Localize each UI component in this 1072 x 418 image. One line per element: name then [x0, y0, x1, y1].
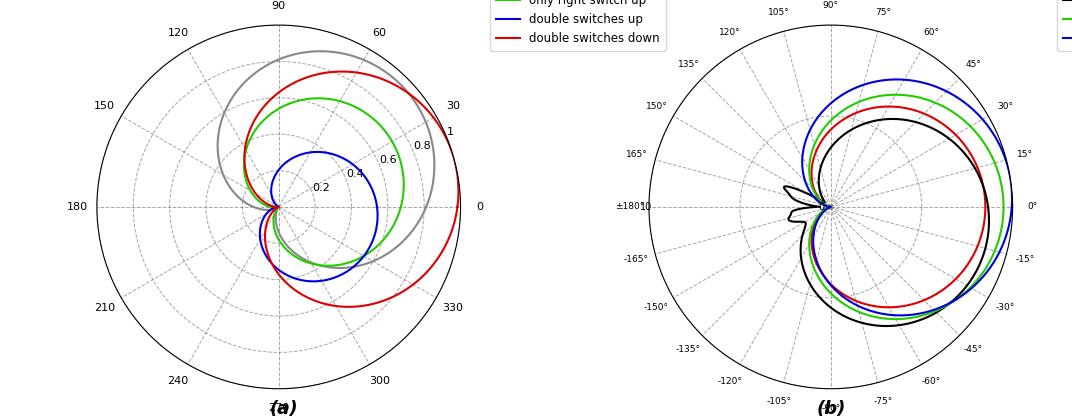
- double switches down: [942, 90, 955, 95]
- only right switch up: [842, 294, 854, 299]
- only right switch up: [934, 120, 947, 125]
- only left switch up: [814, 204, 827, 209]
- Line: only left switch up: only left switch up: [784, 119, 989, 326]
- double switches down: [812, 262, 824, 267]
- only right switch up: [812, 263, 824, 268]
- double switches down: [824, 204, 837, 209]
- double switches down: [842, 298, 854, 303]
- only right switch up: [824, 204, 837, 209]
- double switches down: [958, 100, 971, 105]
- double switches up: [824, 204, 837, 209]
- only right switch up: [979, 204, 992, 209]
- only left switch up: [818, 200, 831, 205]
- Text: (b): (b): [816, 400, 846, 418]
- Line: only right switch up: only right switch up: [812, 107, 985, 307]
- only left switch up: [814, 204, 827, 209]
- double switches down: [823, 204, 836, 209]
- double switches up: [813, 196, 825, 201]
- double switches up: [824, 204, 837, 209]
- double switches down: [823, 204, 836, 209]
- only left switch up: [816, 199, 829, 204]
- only left switch up: [809, 204, 822, 209]
- only right switch up: [824, 204, 837, 209]
- only right switch up: [920, 112, 933, 117]
- double switches up: [809, 270, 822, 275]
- only left switch up: [806, 285, 819, 290]
- only left switch up: [979, 246, 992, 251]
- double switches down: [805, 191, 818, 196]
- Legend: only right switch up, only left switch up, double switches up, double switches d: only right switch up, only left switch u…: [1057, 0, 1072, 51]
- double switches up: [824, 204, 837, 209]
- double switches up: [947, 110, 959, 115]
- double switches up: [930, 101, 943, 106]
- Legend: only left switch up, only right switch up, double switches up, double switches d: only left switch up, only right switch u…: [490, 0, 666, 51]
- Line: double switches down: double switches down: [802, 79, 1012, 316]
- double switches up: [997, 204, 1010, 209]
- Line: double switches up: double switches up: [809, 95, 1003, 319]
- only right switch up: [814, 197, 827, 202]
- Text: 0: 0: [818, 202, 824, 212]
- only left switch up: [926, 126, 939, 131]
- double switches down: [1004, 179, 1017, 184]
- only left switch up: [846, 317, 859, 322]
- only left switch up: [911, 120, 924, 125]
- double switches up: [843, 305, 855, 310]
- only right switch up: [824, 204, 837, 209]
- double switches down: [823, 204, 836, 209]
- Text: 10: 10: [640, 202, 653, 212]
- Text: (a): (a): [270, 400, 298, 418]
